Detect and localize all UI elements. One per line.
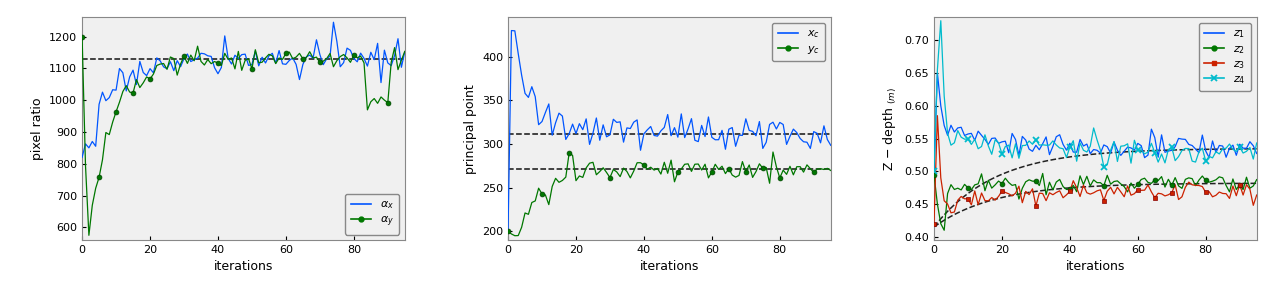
Legend: $x_c$, $y_c$: $x_c$, $y_c$ xyxy=(772,23,825,61)
X-axis label: iterations: iterations xyxy=(213,260,273,274)
Y-axis label: Z $-$ depth $_{(m)}$: Z $-$ depth $_{(m)}$ xyxy=(882,87,899,171)
Y-axis label: principal point: principal point xyxy=(464,84,476,174)
Legend: $\alpha_x$, $\alpha_y$: $\alpha_x$, $\alpha_y$ xyxy=(345,194,399,235)
X-axis label: iterations: iterations xyxy=(639,260,700,274)
Legend: $z_1$, $z_2$, $z_3$, $z_4$: $z_1$, $z_2$, $z_3$, $z_4$ xyxy=(1199,23,1252,91)
X-axis label: iterations: iterations xyxy=(1066,260,1125,274)
Y-axis label: pixel ratio: pixel ratio xyxy=(30,97,43,160)
